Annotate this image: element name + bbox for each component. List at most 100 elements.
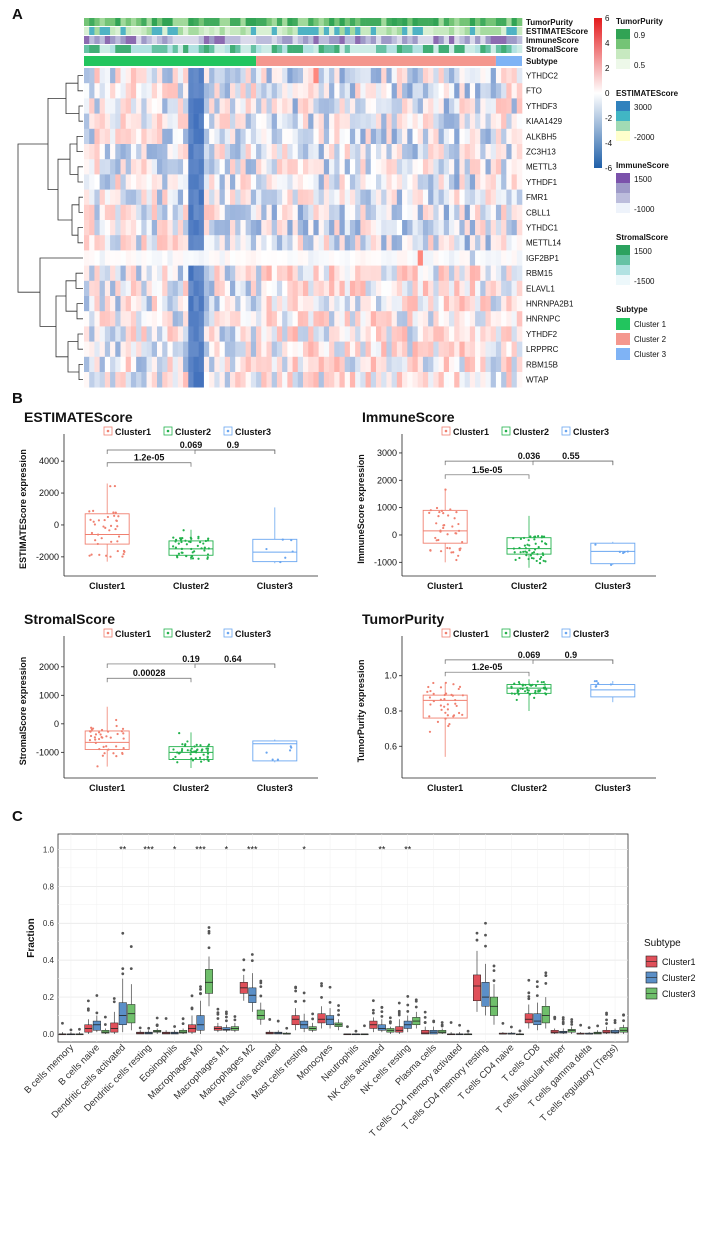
heatmap-cell — [276, 113, 283, 130]
heatmap-cell — [203, 174, 210, 190]
box — [611, 1030, 620, 1034]
annotation-cell — [501, 18, 507, 26]
annotation-cell — [282, 36, 288, 44]
heatmap-cell — [516, 296, 523, 312]
heatmap-cell — [480, 296, 486, 312]
heatmap-cell — [344, 159, 351, 175]
heatmap-cell — [303, 372, 309, 388]
heatmap-cell — [224, 98, 231, 114]
heatmap-cell — [391, 128, 398, 145]
heatmap-cell — [417, 311, 424, 327]
heatmap-cell — [376, 250, 382, 266]
heatmap-cell — [402, 280, 408, 297]
heatmap-cell — [256, 220, 262, 236]
heatmap-cell — [297, 280, 304, 297]
gene-label: YTHDC1 — [526, 224, 559, 233]
heatmap-cell — [224, 128, 231, 145]
heatmap-cell — [110, 159, 116, 175]
y-tick-label: -1000 — [374, 557, 397, 567]
heatmap-cell — [438, 189, 445, 206]
annotation-cell — [136, 27, 142, 35]
heatmap-cell — [271, 341, 278, 358]
annotation-cell — [475, 45, 481, 53]
heatmap-cell — [276, 280, 283, 297]
heatmap-cell — [172, 68, 179, 84]
heatmap-cell — [297, 296, 304, 312]
heatmap-cell — [235, 341, 241, 358]
heatmap-cell — [172, 174, 179, 190]
heatmap-cell — [417, 144, 424, 160]
heatmap-cell — [172, 128, 179, 145]
heatmap-cell — [417, 174, 424, 190]
legend-swatch — [616, 101, 630, 111]
data-point — [88, 739, 92, 742]
data-point — [434, 536, 437, 540]
heatmap-cell — [480, 204, 486, 221]
heatmap-cell — [297, 68, 304, 84]
heatmap-cell — [120, 159, 127, 175]
p-value-label: 1.5e-05 — [472, 465, 503, 475]
data-point — [542, 535, 546, 538]
heatmap-cell — [193, 372, 200, 388]
heatmap-cell — [381, 128, 387, 145]
heatmap-cell — [339, 159, 346, 175]
heatmap-cell — [230, 113, 236, 130]
annotation-cell — [443, 36, 450, 44]
outlier — [380, 1006, 384, 1009]
annotation-cell — [276, 45, 283, 53]
heatmap-cell — [157, 68, 163, 84]
subtype-segment — [256, 56, 496, 66]
heatmap-cell — [511, 296, 518, 312]
heatmap-cell — [344, 144, 351, 160]
heatmap-cell — [417, 280, 424, 297]
annotation-cell — [449, 27, 455, 35]
y-tick-label: 0.2 — [43, 993, 55, 1002]
heatmap-cell — [141, 280, 147, 297]
heatmap-cell — [428, 372, 434, 388]
heatmap-cell — [344, 280, 351, 297]
heatmap-cell — [329, 326, 335, 342]
heatmap-cell — [407, 189, 413, 206]
heatmap-cell — [84, 311, 90, 327]
heatmap-cell — [480, 144, 486, 160]
heatmap-cell — [344, 265, 351, 282]
heatmap-cell — [84, 220, 90, 236]
outlier — [112, 1000, 116, 1004]
data-point — [190, 547, 193, 551]
annotation-cell — [94, 45, 100, 53]
heatmap-cell — [490, 128, 497, 145]
data-point — [89, 518, 92, 521]
heatmap-cell — [449, 83, 455, 99]
heatmap-cell — [292, 250, 299, 266]
data-point — [177, 752, 181, 755]
heatmap-cell — [245, 204, 252, 221]
heatmap-cell — [370, 144, 377, 160]
data-point — [543, 683, 546, 686]
heatmap-cell — [266, 113, 273, 130]
data-point — [178, 732, 181, 735]
heatmap-cell — [193, 174, 200, 190]
heatmap-cell — [490, 265, 497, 282]
data-point — [206, 539, 210, 542]
heatmap-cell — [256, 250, 262, 266]
box — [590, 542, 636, 565]
legend-label: Cluster 3 — [634, 350, 667, 359]
heatmap-cell — [303, 311, 309, 327]
heatmap-cell — [412, 113, 419, 130]
heatmap-cell — [292, 113, 299, 130]
heatmap-cell — [349, 235, 356, 251]
heatmap-cell — [183, 113, 189, 130]
annotation-cell — [162, 45, 168, 53]
heatmap-cell — [209, 83, 215, 99]
heatmap-cell — [157, 280, 163, 297]
heatmap-cell — [402, 220, 408, 236]
legend-label: Cluster2 — [513, 427, 549, 437]
heatmap-cell — [250, 220, 257, 236]
heatmap-cell — [412, 372, 419, 388]
heatmap-cell — [256, 326, 262, 342]
significance-marker: *** — [247, 844, 258, 854]
data-point — [527, 689, 530, 692]
outlier — [484, 921, 487, 925]
annotation-cell — [370, 36, 377, 44]
gene-label: RBM15 — [526, 269, 553, 278]
